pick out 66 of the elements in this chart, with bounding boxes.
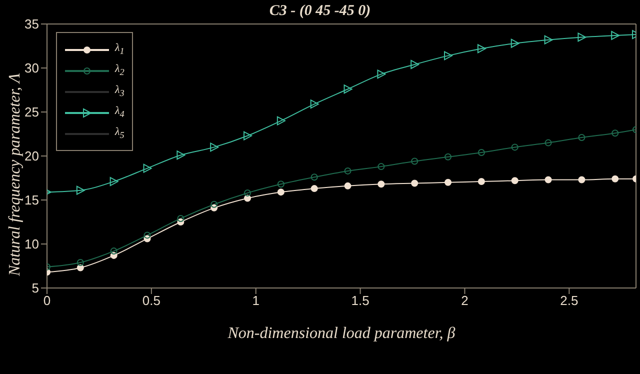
point bbox=[244, 131, 252, 140]
y-tick-label: 25 bbox=[24, 104, 39, 120]
point bbox=[511, 177, 518, 184]
point bbox=[344, 167, 352, 174]
point bbox=[310, 185, 318, 192]
point bbox=[277, 180, 284, 188]
point bbox=[76, 258, 84, 266]
point bbox=[611, 30, 620, 40]
point bbox=[277, 188, 284, 196]
legend-label: λ$_{3}$ bbox=[115, 84, 124, 99]
point bbox=[310, 100, 319, 109]
point bbox=[478, 148, 485, 156]
legend-label: λ$_{5}$ bbox=[115, 126, 124, 141]
x-tick-label: 0.5 bbox=[142, 293, 160, 308]
x-tick-label: 2 bbox=[461, 293, 468, 308]
point bbox=[378, 163, 385, 170]
point bbox=[110, 248, 118, 255]
point bbox=[210, 200, 218, 208]
point bbox=[612, 175, 619, 182]
point bbox=[176, 150, 186, 160]
y-tick-label: 30 bbox=[24, 60, 39, 76]
point bbox=[578, 134, 586, 142]
point bbox=[210, 142, 219, 152]
point bbox=[411, 180, 418, 187]
x-tick-label: 1.5 bbox=[351, 293, 370, 308]
legend-label: λ$_{2}$ bbox=[115, 63, 124, 78]
point bbox=[477, 44, 486, 54]
x-tick-label: 0 bbox=[43, 293, 51, 308]
point bbox=[478, 178, 485, 186]
y-tick-label: 20 bbox=[24, 148, 39, 164]
point bbox=[578, 176, 586, 184]
point bbox=[244, 189, 252, 196]
y-tick-label: 35 bbox=[24, 16, 39, 32]
point bbox=[177, 214, 184, 222]
point bbox=[510, 38, 520, 48]
point bbox=[76, 186, 85, 195]
point bbox=[378, 180, 385, 188]
point bbox=[344, 84, 352, 94]
point bbox=[144, 232, 151, 239]
legend-label: λ$_{4}$ bbox=[115, 105, 124, 120]
point bbox=[276, 116, 286, 126]
point bbox=[143, 164, 152, 173]
x-axis-title: Non-dimensional load parameter, β bbox=[226, 325, 456, 342]
point bbox=[310, 174, 318, 181]
y-tick-label: 5 bbox=[32, 280, 39, 296]
legend-label: λ$_{1}$ bbox=[115, 42, 124, 57]
point bbox=[377, 70, 386, 79]
point bbox=[110, 177, 118, 186]
y-tick-label: 15 bbox=[24, 192, 39, 208]
point bbox=[511, 144, 518, 151]
chart-title: C3 - (0 45 -45 0) bbox=[269, 3, 371, 19]
point bbox=[410, 60, 420, 69]
y-tick-label: 10 bbox=[24, 236, 39, 252]
point bbox=[444, 153, 452, 160]
point bbox=[344, 182, 352, 190]
x-tick-label: 1 bbox=[252, 293, 260, 308]
point bbox=[544, 176, 552, 184]
point bbox=[544, 35, 553, 44]
point bbox=[544, 139, 552, 146]
point bbox=[612, 130, 619, 137]
point bbox=[411, 158, 418, 165]
point bbox=[444, 51, 453, 60]
point bbox=[444, 178, 452, 186]
x-tick-label: 2.5 bbox=[560, 293, 578, 308]
y-axis-title: Natural frequency parameter, Λ bbox=[6, 72, 24, 277]
point bbox=[578, 32, 586, 42]
